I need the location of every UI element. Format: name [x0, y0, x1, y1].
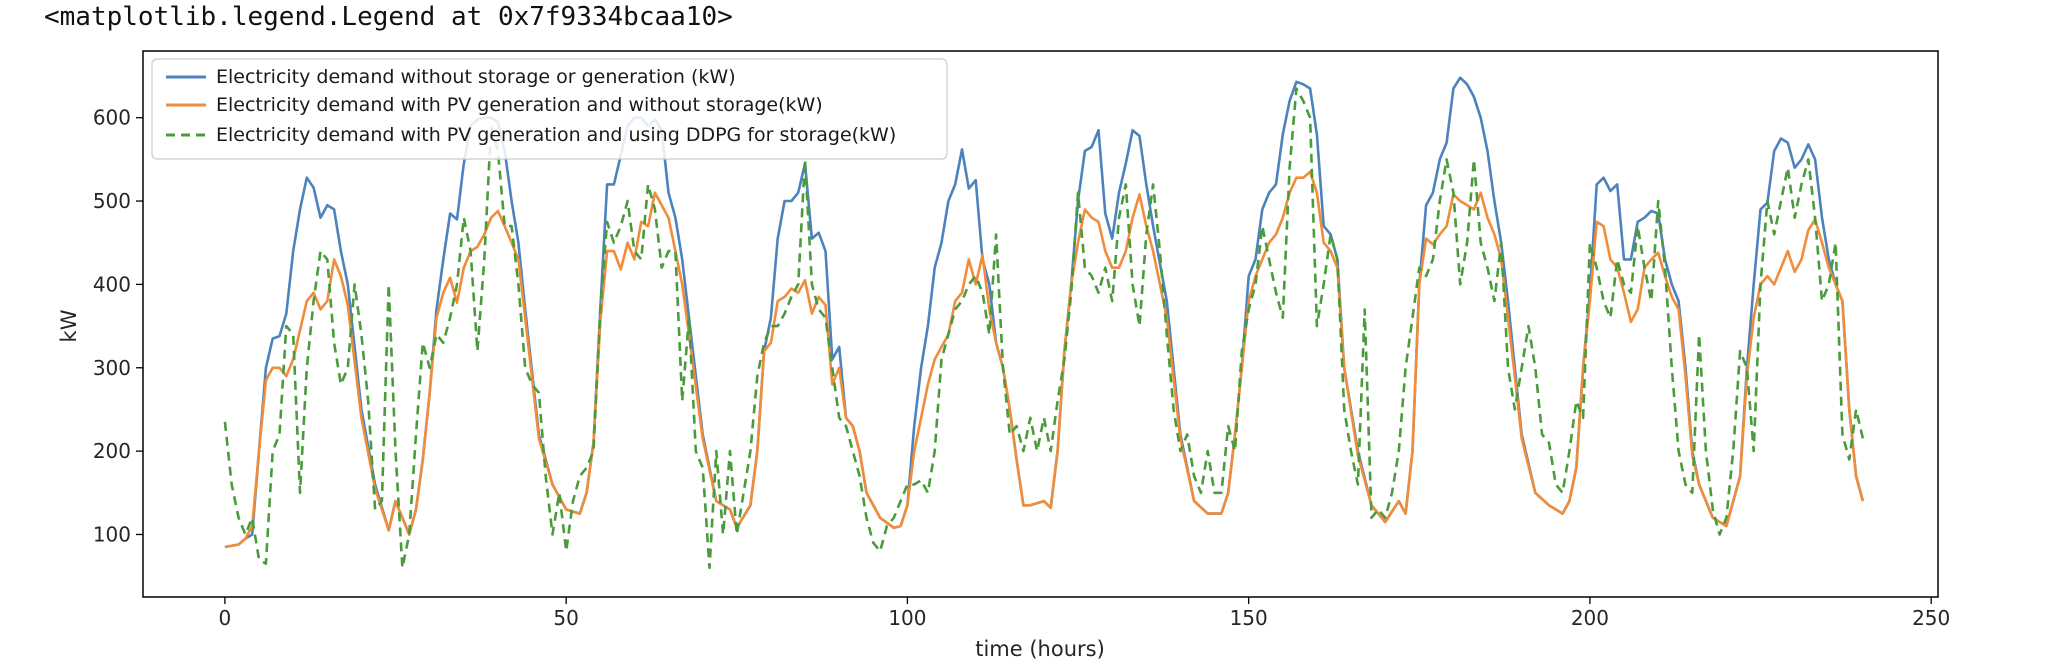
- y-tick-label: 500: [93, 189, 131, 213]
- legend-label-2: Electricity demand with PV generation an…: [216, 124, 896, 146]
- x-tick-label: 100: [888, 606, 926, 630]
- x-tick-label: 0: [219, 606, 232, 630]
- legend: Electricity demand without storage or ge…: [151, 58, 948, 160]
- x-tick-label: 200: [1571, 606, 1609, 630]
- x-tick-label: 250: [1912, 606, 1950, 630]
- y-tick-label: 200: [93, 439, 131, 463]
- series-line-1: [224, 170, 1865, 549]
- legend-label-1: Electricity demand with PV generation an…: [216, 94, 823, 116]
- y-tick-label: 300: [93, 356, 131, 380]
- cell-output-text: <matplotlib.legend.Legend at 0x7f9334bca…: [44, 2, 733, 32]
- x-axis-label: time (hours): [975, 637, 1105, 661]
- y-axis-label: kW: [57, 309, 81, 342]
- x-axis: 0 50 100 150 200 250: [219, 597, 1950, 630]
- plot-frame: [142, 50, 1939, 598]
- x-tick-label: 50: [553, 606, 578, 630]
- y-axis: 100 200 300 400 500 600: [93, 106, 143, 546]
- series-line-2: [223, 87, 1865, 570]
- x-tick-label: 150: [1230, 606, 1268, 630]
- legend-box: [151, 58, 948, 160]
- y-tick-label: 100: [93, 522, 131, 546]
- legend-label-0: Electricity demand without storage or ge…: [216, 66, 736, 88]
- y-tick-label: 600: [93, 106, 131, 130]
- y-tick-label: 400: [93, 272, 131, 296]
